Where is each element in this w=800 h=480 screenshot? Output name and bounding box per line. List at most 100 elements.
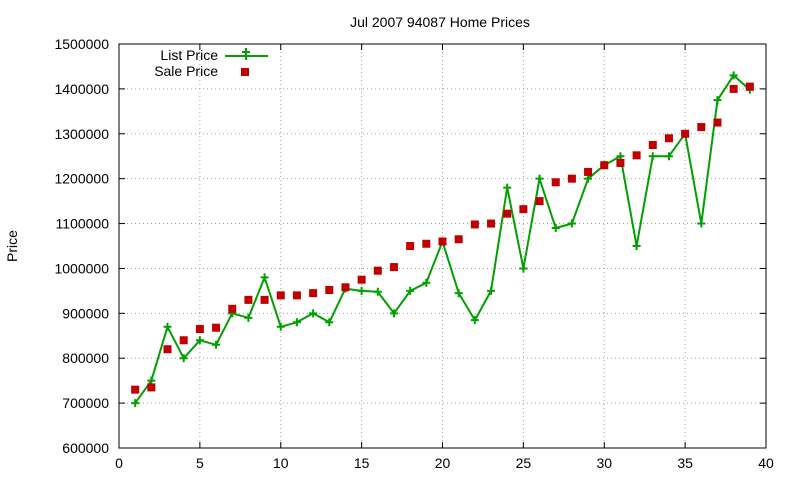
sale-price-point [551,178,560,187]
list-price-point [292,318,301,327]
sale-price-point [422,239,431,248]
y-tick-label: 1400000 [54,81,109,97]
x-tick-label: 10 [273,455,289,471]
y-tick-label: 1500000 [54,36,109,52]
y-tick-label: 900000 [62,305,109,321]
list-price-point [373,287,382,296]
sale-price-point [503,209,512,218]
legend-label-list-price: List Price [160,47,218,63]
y-tick-label: 700000 [62,395,109,411]
sale-price-point [325,285,334,294]
x-tick-label: 35 [677,455,693,471]
list-price-point [309,309,318,318]
legend-marker-sale-price [241,68,249,76]
sale-price-point [179,336,188,345]
sale-price-point [438,237,447,246]
sale-price-point [487,219,496,228]
list-price-point [664,152,673,161]
list-price-point [713,96,722,105]
tick-layer: 0 5 10 15 20 25 30 35 40 600000 700000 800000 900000… [54,36,774,471]
x-tick-label: 20 [435,455,451,471]
legend: List Price Sale Price [154,47,268,79]
list-price-point [697,219,706,228]
x-tick-label: 30 [596,455,612,471]
y-tick-label: 1200000 [54,171,109,187]
sale-price-point [470,220,479,229]
list-price-point [729,71,738,80]
list-price-point [325,318,334,327]
sale-price-point [163,345,172,354]
sale-price-point [276,291,285,300]
sale-price-point [357,275,366,284]
list-price-point [503,183,512,192]
list-price-point [648,152,657,161]
list-price-point [535,174,544,183]
sale-price-point [745,82,754,91]
list-price-point [584,174,593,183]
list-price-point [179,354,188,363]
list-price-point [470,316,479,325]
y-tick-label: 1300000 [54,126,109,142]
list-price-point [519,264,528,273]
sale-price-point [195,325,204,334]
x-tick-label: 5 [196,455,204,471]
y-tick-label: 1100000 [56,216,110,232]
sale-price-point [341,283,350,292]
sale-price-point [697,123,706,132]
sale-price-point [228,304,237,313]
sale-price-point [600,161,609,170]
list-price-point [212,340,221,349]
list-price-point [260,273,269,282]
series-layer [131,71,754,408]
x-tick-label: 0 [115,455,123,471]
sale-price-point [454,235,463,244]
y-tick-label: 600000 [62,440,109,456]
y-tick-label: 1000000 [54,260,109,276]
legend-label-sale-price: Sale Price [154,63,218,79]
sale-price-point [373,266,382,275]
x-tick-label: 15 [354,455,370,471]
sale-price-point [616,158,625,167]
sale-price-point [681,129,690,138]
sale-price-point [292,291,301,300]
grid-layer [119,44,766,448]
sale-price-point [584,167,593,176]
sale-price-point [729,84,738,93]
list-price-point [567,219,576,228]
list-price-point [147,376,156,385]
sale-price-point [309,289,318,298]
legend-marker-list-price [242,48,250,60]
y-axis-label: Price [4,230,20,262]
sale-price-point [131,385,140,394]
list-price-point [616,152,625,161]
sale-price-point [664,134,673,143]
sale-price-point [567,174,576,183]
sale-price-point [519,205,528,214]
list-price-point [163,322,172,331]
sale-price-point [648,141,657,149]
list-price-point [632,242,641,250]
sale-price-point [406,242,415,250]
sale-price-point [260,295,269,304]
y-tick-label: 800000 [62,350,109,366]
list-price-point [244,313,253,322]
list-price-point [487,286,496,295]
x-tick-label: 40 [758,455,774,471]
sale-price-point [212,323,221,332]
sale-price-point [389,263,398,272]
sale-price-point [535,197,544,206]
chart-title: Jul 2007 94087 Home Prices [350,14,530,30]
sale-price-point [632,151,641,160]
sale-price-point [244,295,253,304]
list-price-point [454,289,463,298]
list-price-point [131,399,140,408]
list-price-point [551,224,560,233]
list-price-point [195,336,204,345]
sale-price-point [713,118,722,127]
list-price-point [406,286,415,295]
x-tick-label: 25 [516,455,532,471]
sale-price-point [147,383,156,392]
list-price-point [357,286,366,295]
list-price-point [389,309,398,318]
